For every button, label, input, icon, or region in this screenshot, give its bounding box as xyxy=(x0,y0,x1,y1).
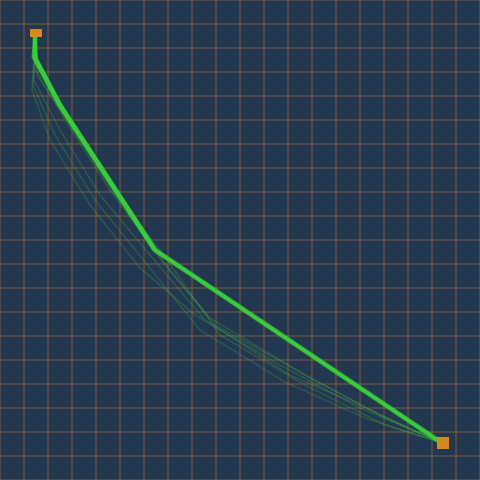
faint-trajectory xyxy=(32,35,443,444)
main-trajectory xyxy=(32,32,443,444)
main-trajectory-core xyxy=(32,33,444,446)
main-trajectory xyxy=(31,31,444,445)
faint-trajectory xyxy=(31,36,443,444)
end-marker-icon xyxy=(437,437,449,449)
faint-trajectories xyxy=(31,34,443,444)
start-marker-icon xyxy=(30,29,42,37)
main-trajectory xyxy=(32,31,444,445)
main-trajectories xyxy=(31,31,444,446)
faint-trajectory xyxy=(35,34,443,444)
main-trajectory xyxy=(33,32,443,444)
faint-trajectory xyxy=(34,35,443,444)
endpoint-markers xyxy=(30,29,449,449)
faint-trajectory xyxy=(33,34,443,444)
